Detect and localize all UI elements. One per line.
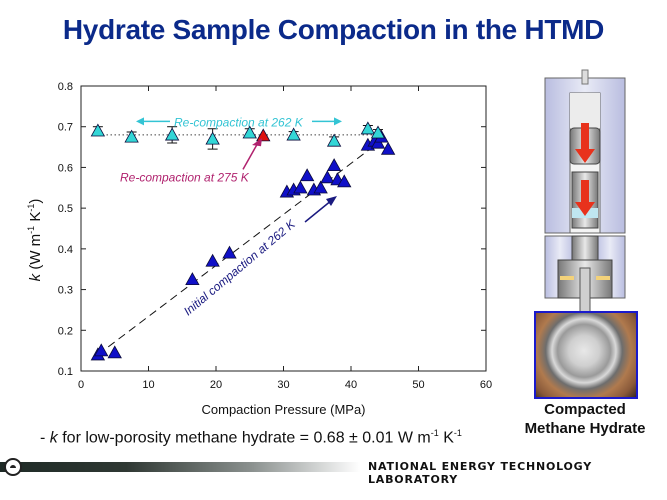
htmd-apparatus-diagram	[544, 69, 626, 317]
footer-org-name: NATIONAL ENERGY TECHNOLOGY LABORATORY	[368, 460, 593, 486]
y-tick-label: 0.4	[58, 244, 73, 256]
y-tick-label: 0.2	[58, 325, 73, 337]
data-point-triangle	[90, 123, 106, 137]
data-point-triangle	[360, 121, 376, 135]
data-point-triangle	[337, 174, 352, 188]
annotation-initial-262: Initial compaction at 262 K	[181, 216, 299, 318]
data-point-triangle	[256, 128, 271, 142]
data-point-triangle	[299, 168, 315, 182]
bullet-dash: -	[40, 429, 50, 447]
x-tick-label: 40	[345, 379, 357, 391]
data-point-triangle	[185, 272, 200, 285]
annotation-recompaction-275: Re-compaction at 275 K	[120, 170, 250, 184]
chart-axes: 0 10 20 30 40 50 60 0.1 0.2 0.3 0.4 0.5 0.6 0.7 0.8 Com…	[58, 81, 492, 417]
x-axis-label: Compaction Pressure (MPa)	[202, 402, 366, 417]
k-symbol: k	[49, 429, 58, 447]
y-tick-label: 0.5	[58, 203, 73, 215]
data-point-triangle	[222, 245, 237, 259]
photo-caption-line2: Methane Hydrate	[524, 420, 646, 437]
photo-caption-line1: Compacted	[544, 401, 626, 418]
data-point-triangle	[286, 127, 301, 141]
exponent-1: -1	[430, 428, 439, 438]
data-point-triangle	[326, 158, 342, 171]
x-tick-label: 10	[142, 379, 154, 391]
data-point-triangle	[380, 141, 396, 155]
netl-logo-icon	[4, 458, 22, 476]
x-tick-label: 50	[412, 379, 424, 391]
exponent-2: -1	[453, 428, 462, 438]
x-tick-label: 60	[480, 379, 492, 391]
data-point-triangle	[293, 180, 308, 194]
x-tick-label: 0	[78, 379, 84, 391]
data-point-triangle	[164, 127, 180, 141]
x-tick-label: 20	[210, 379, 222, 391]
annotations: Re-compaction at 262 K Re-compaction at 2…	[120, 115, 342, 318]
y-tick-label: 0.7	[58, 122, 73, 134]
data-point-triangle	[320, 170, 335, 184]
data-point-triangle	[205, 131, 220, 145]
bullet-text: for low-porosity methane hydrate = 0.68 …	[57, 429, 431, 447]
data-point-triangle	[205, 253, 220, 267]
compacted-hydrate-photo	[534, 311, 638, 399]
data-point-triangle	[124, 129, 139, 143]
bullet-unit-k: K	[438, 429, 454, 447]
y-tick-label: 0.3	[58, 285, 73, 297]
y-tick-label: 0.8	[58, 81, 73, 93]
data-point-triangle	[94, 343, 109, 357]
y-tick-label: 0.6	[58, 162, 73, 174]
scatter-chart: 0 10 20 30 40 50 60 0.1 0.2 0.3 0.4 0.5 0.6 0.7 0.8 Com…	[58, 81, 492, 417]
data-points	[90, 121, 396, 361]
data-point-triangle	[313, 180, 328, 194]
y-tick-label: 0.1	[58, 366, 73, 378]
svg-text:k (W m-1 K-1): k (W m-1 K-1)	[26, 199, 44, 282]
photo-caption: Compacted Methane Hydrate	[510, 400, 660, 438]
slide-title: Hydrate Sample Compaction in the HTMD	[62, 14, 605, 45]
x-tick-label: 30	[277, 379, 289, 391]
data-point-triangle	[107, 345, 122, 359]
y-axis-label: k (W m-1 K-1)	[26, 199, 44, 282]
footer-bar	[0, 462, 360, 472]
annotation-recompaction-262: Re-compaction at 262 K	[174, 115, 304, 129]
reference-lines	[94, 134, 385, 356]
data-point-triangle	[326, 133, 342, 147]
data-point-triangle	[242, 125, 257, 139]
result-bullet: - k for low-porosity methane hydrate = 0…	[40, 428, 462, 447]
data-point-triangle	[370, 125, 386, 139]
